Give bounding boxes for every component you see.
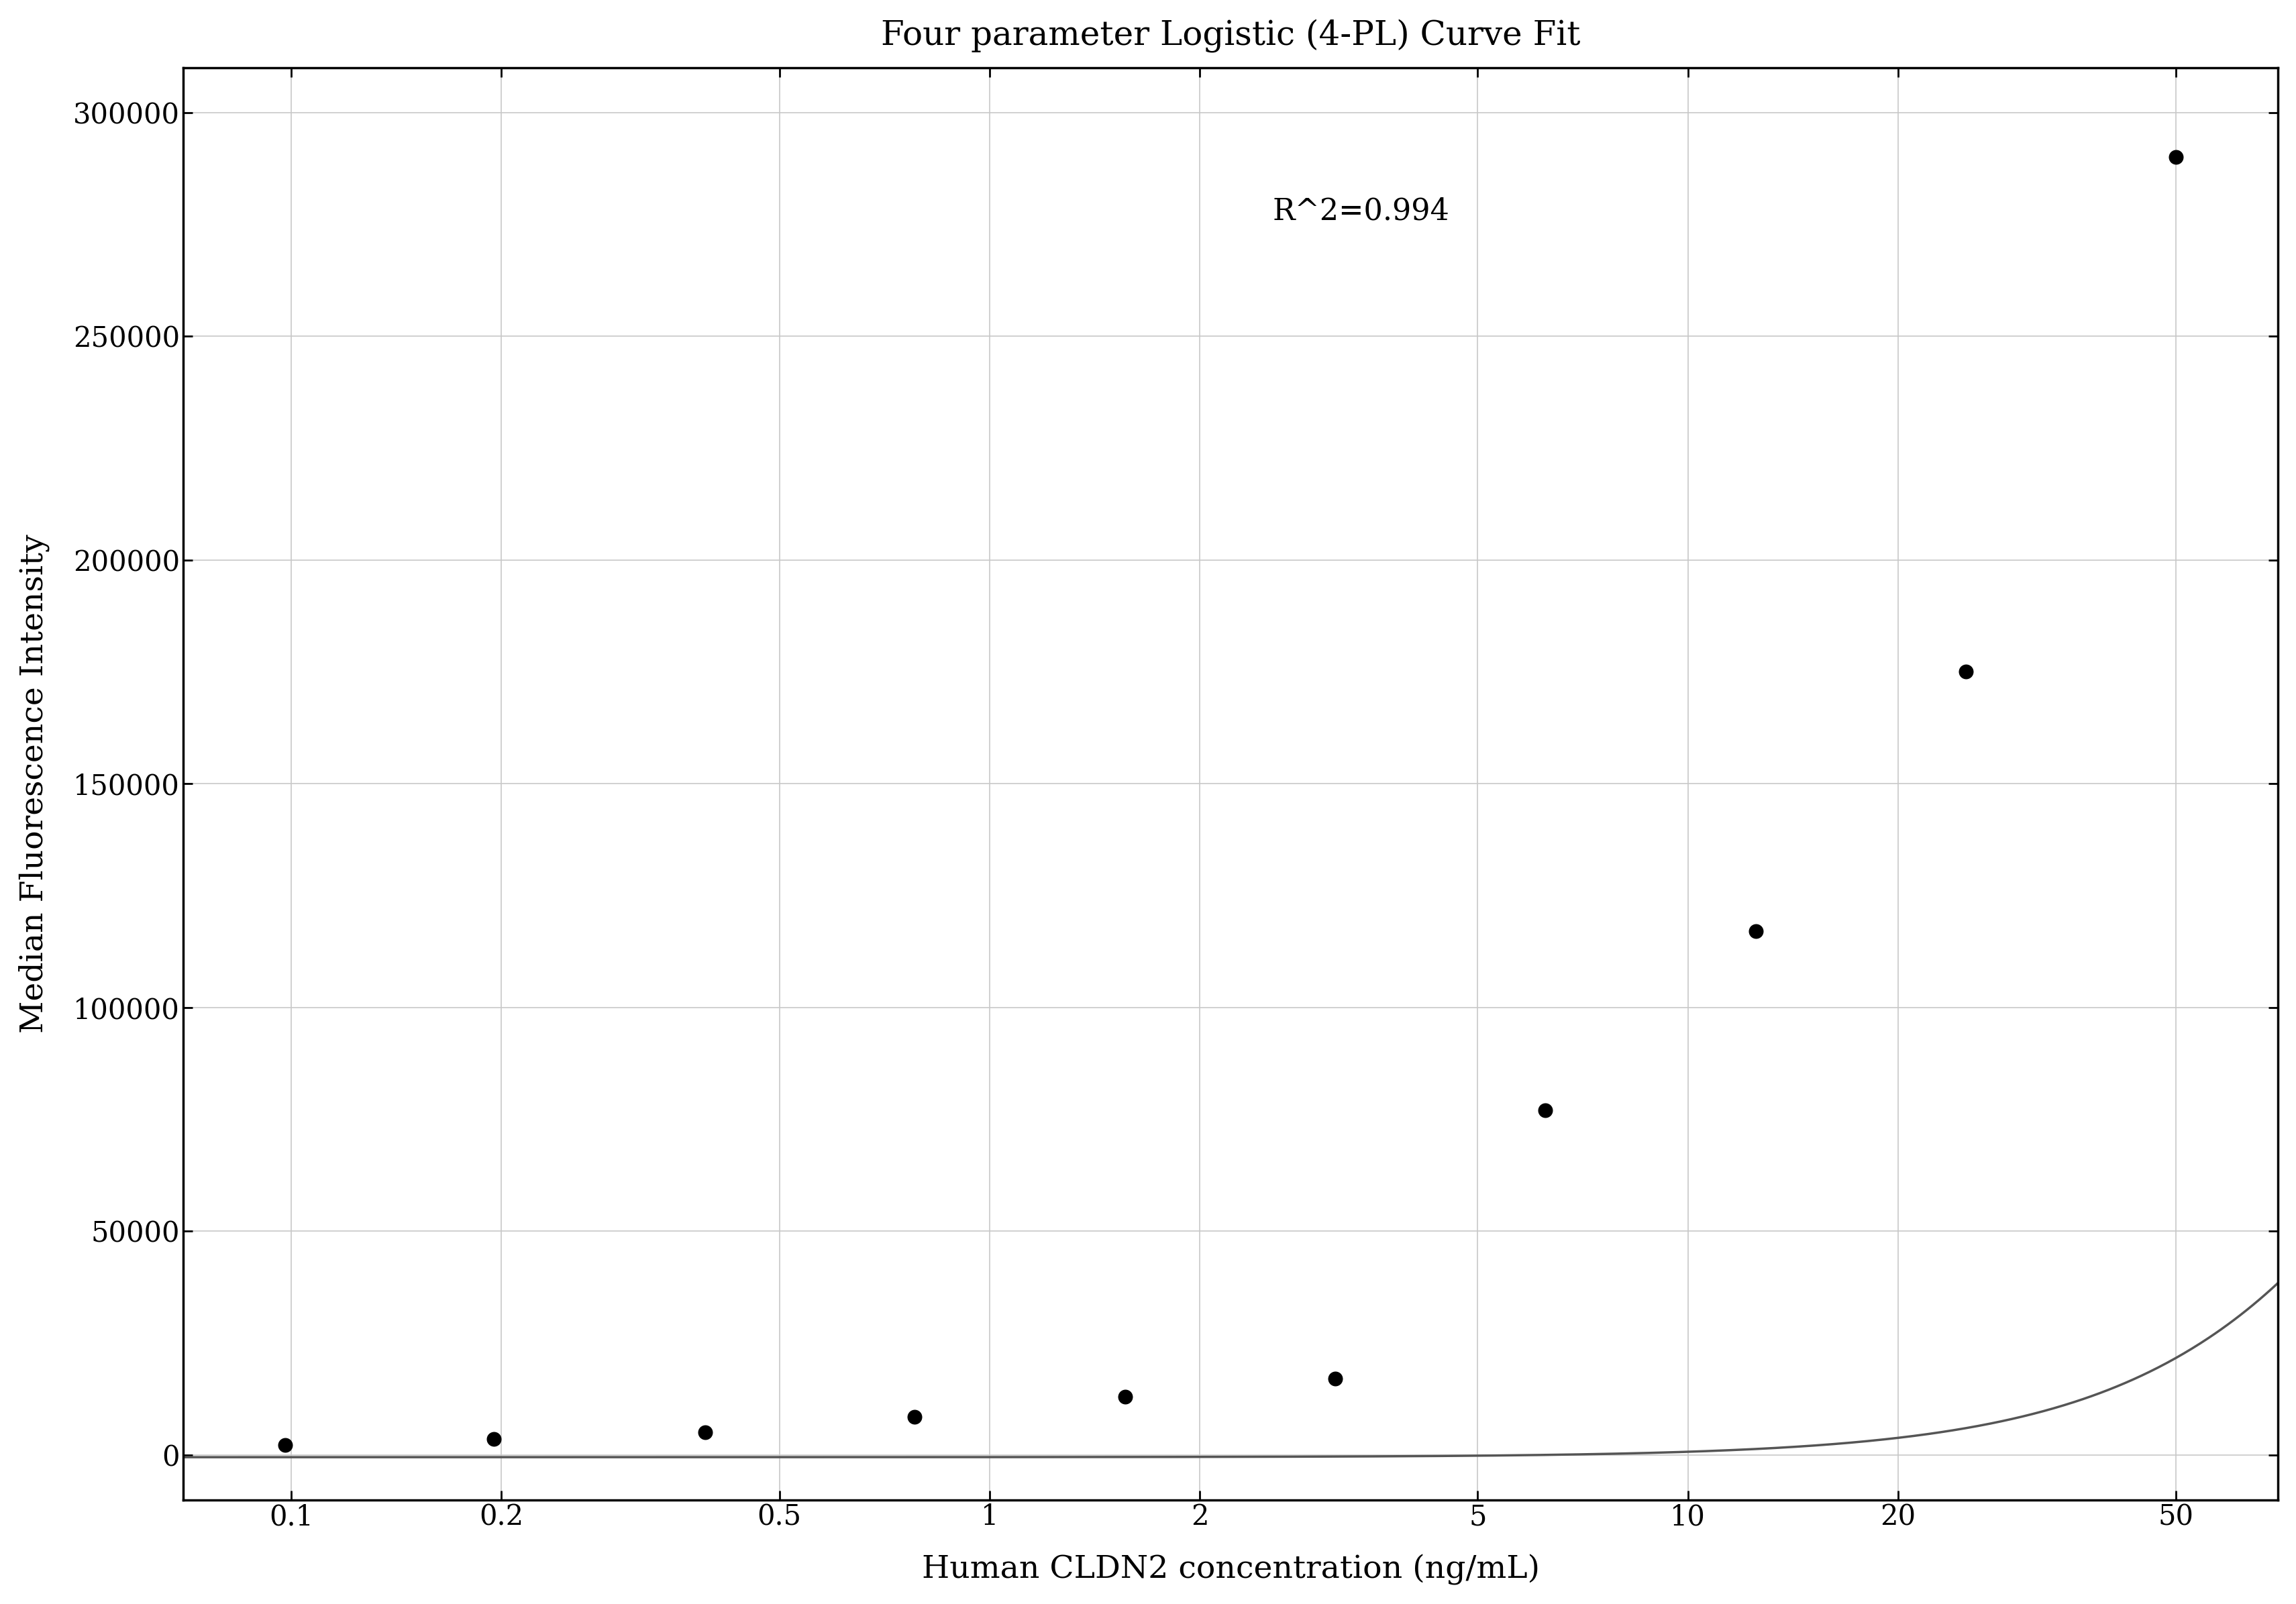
Point [687,1420,723,1445]
Point [2156,144,2193,170]
Point [1736,919,1773,945]
Point [1107,1384,1143,1410]
X-axis label: Human CLDN2 concentration (ng/mL): Human CLDN2 concentration (ng/mL) [921,1554,1538,1585]
Point [895,1404,932,1429]
Point [1947,659,1984,685]
Point [266,1432,303,1458]
Point [475,1426,512,1452]
Text: R^2=0.994: R^2=0.994 [1272,197,1449,226]
Point [1527,1097,1564,1123]
Point [1316,1367,1352,1392]
Title: Four parameter Logistic (4-PL) Curve Fit: Four parameter Logistic (4-PL) Curve Fit [882,19,1580,53]
Y-axis label: Median Fluorescence Intensity: Median Fluorescence Intensity [18,534,51,1033]
